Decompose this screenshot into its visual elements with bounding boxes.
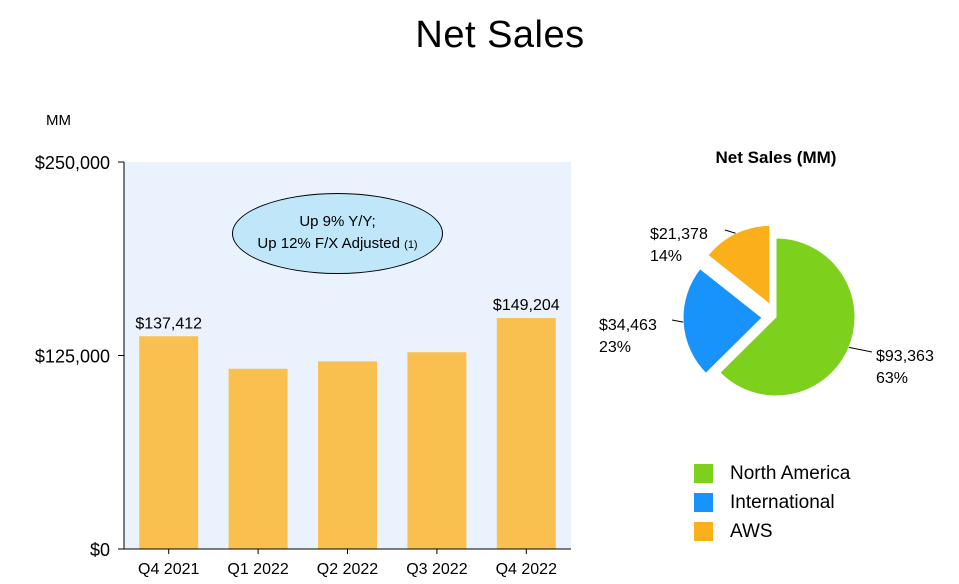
pie-label-aws: $21,378 14% — [650, 224, 708, 268]
bar-chart: $137,412 Q4 2021 Q1 2022 Q2 2022 Q3 2022 $149… — [35, 153, 571, 578]
y-tick-label: $0 — [90, 540, 110, 560]
pie-slice-north-america — [719, 237, 856, 397]
callout-line-2-text: Up 12% F/X Adjusted — [257, 235, 400, 252]
pie-value-north-america: $93,363 — [876, 348, 934, 365]
legend-swatch-north-america — [694, 464, 713, 483]
leader-line-aws — [724, 229, 736, 234]
pie-percent-north-america: 63% — [876, 370, 909, 387]
x-tick-label: Q4 2022 — [496, 561, 557, 578]
x-tick-label: Q2 2022 — [317, 561, 378, 578]
callout-footnote: (1) — [404, 239, 418, 251]
bar-q4-2021 — [139, 336, 199, 549]
callout-line-2: Up 12% F/X Adjusted (1) — [257, 233, 417, 256]
pie-percent-international: 23% — [599, 339, 632, 356]
legend-swatch-aws — [694, 522, 713, 541]
legend-item-north-america: North America — [694, 459, 850, 488]
pie-percent-aws: 14% — [650, 248, 683, 265]
legend-item-international: International — [694, 488, 850, 517]
page-title: Net Sales — [415, 14, 585, 56]
y-axis-unit-label: MM — [46, 112, 71, 129]
x-tick-label: Q4 2021 — [138, 561, 199, 578]
bar-q4-2022 — [496, 318, 556, 549]
x-tick-label: Q1 2022 — [227, 561, 288, 578]
pie-value-aws: $21,378 — [650, 226, 708, 243]
legend-item-aws: AWS — [694, 517, 850, 546]
callout-line-1: Up 9% Y/Y; — [299, 213, 376, 230]
pie-label-north-america: $93,363 63% — [876, 346, 934, 390]
pie-chart-title: Net Sales (MM) — [715, 148, 837, 167]
leader-line-north-america — [848, 346, 873, 353]
y-tick-label: $250,000 — [35, 153, 110, 173]
pie-chart — [671, 224, 873, 397]
legend-label-aws: AWS — [730, 520, 773, 542]
bar-q3-2022 — [407, 352, 467, 549]
growth-callout: Up 9% Y/Y; Up 12% F/X Adjusted (1) — [232, 193, 443, 274]
x-tick-label: Q3 2022 — [406, 561, 467, 578]
bar-data-label: $137,412 — [135, 315, 202, 332]
y-tick-label: $125,000 — [35, 347, 110, 367]
legend-label-north-america: North America — [730, 462, 851, 484]
legend-label-international: International — [730, 491, 835, 513]
bar-q2-2022 — [318, 361, 377, 549]
leader-line-international — [671, 319, 684, 323]
legend-swatch-international — [694, 493, 713, 512]
pie-label-international: $34,463 23% — [599, 315, 657, 359]
bar-q1-2022 — [228, 368, 288, 549]
pie-value-international: $34,463 — [599, 317, 657, 334]
bar-data-label: $149,204 — [493, 297, 560, 314]
pie-legend: North America International AWS — [694, 459, 850, 546]
